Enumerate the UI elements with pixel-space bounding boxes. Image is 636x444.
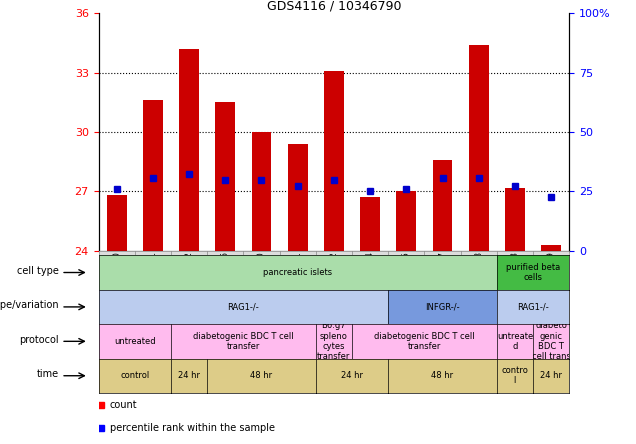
Text: diabetogenic BDC T cell
transfer: diabetogenic BDC T cell transfer	[193, 332, 294, 351]
Text: GSM641882: GSM641882	[184, 251, 193, 302]
Text: time: time	[37, 369, 59, 379]
Text: GSM641892: GSM641892	[329, 251, 338, 302]
Text: contro
l: contro l	[501, 366, 529, 385]
Bar	[216, 103, 235, 251]
Text: untreated: untreated	[114, 337, 156, 346]
Bar	[469, 45, 488, 251]
Bar	[505, 187, 525, 251]
Bar	[541, 245, 561, 251]
Text: GSM641881: GSM641881	[148, 251, 157, 302]
Text: GSM641885: GSM641885	[402, 251, 411, 302]
Text: untreate
d: untreate d	[497, 332, 533, 351]
Text: percentile rank within the sample: percentile rank within the sample	[110, 423, 275, 433]
Text: GSM641890: GSM641890	[257, 251, 266, 302]
Bar	[360, 198, 380, 251]
Text: GSM641884: GSM641884	[366, 251, 375, 302]
Text: B6.g7
spleno
cytes
transfer: B6.g7 spleno cytes transfer	[317, 321, 350, 361]
Text: GSM641887: GSM641887	[438, 251, 447, 302]
Text: GSM641888: GSM641888	[474, 251, 483, 302]
Text: protocol: protocol	[20, 335, 59, 345]
Bar	[143, 100, 163, 251]
Text: 24 hr: 24 hr	[540, 371, 562, 380]
Bar	[287, 144, 308, 251]
Text: GSM641891: GSM641891	[293, 251, 302, 302]
Text: cell type: cell type	[17, 266, 59, 276]
Text: 48 hr: 48 hr	[431, 371, 453, 380]
Text: diabetogenic BDC T cell
transfer: diabetogenic BDC T cell transfer	[374, 332, 474, 351]
Text: RAG1-/-: RAG1-/-	[228, 302, 259, 311]
Text: GSM641883: GSM641883	[511, 251, 520, 302]
Bar	[324, 71, 344, 251]
Text: 24 hr: 24 hr	[341, 371, 363, 380]
Text: GSM641880: GSM641880	[112, 251, 121, 302]
Bar	[432, 160, 452, 251]
Text: count: count	[110, 400, 137, 410]
Title: GDS4116 / 10346790: GDS4116 / 10346790	[266, 0, 401, 12]
Text: diabeto
genic
BDC T
cell trans: diabeto genic BDC T cell trans	[532, 321, 570, 361]
Text: RAG1-/-: RAG1-/-	[517, 302, 549, 311]
Bar	[252, 132, 272, 251]
Text: 24 hr: 24 hr	[178, 371, 200, 380]
Text: genotype/variation: genotype/variation	[0, 300, 59, 310]
Text: pancreatic islets: pancreatic islets	[263, 268, 332, 277]
Bar	[179, 49, 199, 251]
Text: INFGR-/-: INFGR-/-	[425, 302, 460, 311]
Text: control: control	[120, 371, 149, 380]
Text: purified beta
cells: purified beta cells	[506, 263, 560, 282]
Bar	[107, 195, 127, 251]
Text: GSM641889: GSM641889	[546, 251, 556, 302]
Bar	[396, 191, 417, 251]
Text: GSM641886: GSM641886	[221, 251, 230, 302]
Text: 48 hr: 48 hr	[251, 371, 273, 380]
